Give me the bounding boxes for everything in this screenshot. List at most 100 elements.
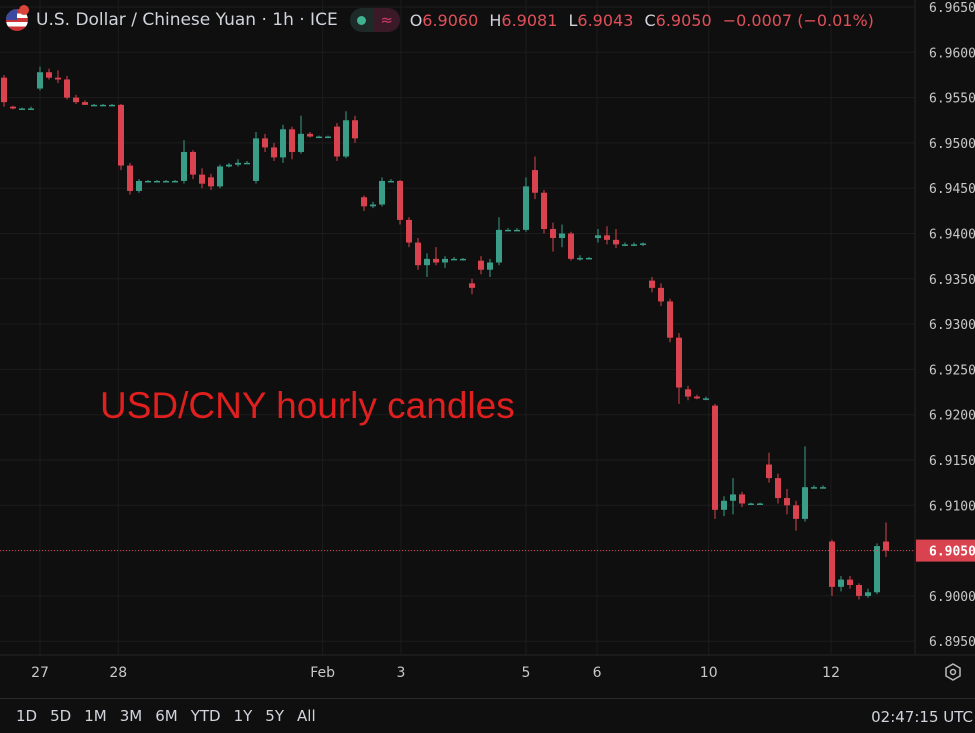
candle-body [523,186,529,230]
candle [613,228,619,248]
candle-body [235,162,241,165]
candle-body [505,229,511,232]
candle [55,70,61,84]
range-button-5y[interactable]: 5Y [265,707,285,725]
candle-body [397,180,403,220]
open-label: O [409,10,423,30]
symbol-title[interactable]: U.S. Dollar / Chinese Yuan · 1h · ICE [36,10,338,30]
candle-body [739,494,745,504]
time-tick-label: 12 [822,665,840,681]
candle [514,228,520,232]
candle [415,238,421,270]
time-axis[interactable]: 27 28 Feb 3 5 6 10 12 [31,665,840,681]
candle-body [451,258,457,261]
candle-body [622,244,628,246]
candle [469,278,475,295]
candle-body [703,398,709,400]
range-button-1d[interactable]: 1D [16,707,38,725]
candle [109,103,115,107]
candle-body [568,233,574,259]
candle [460,257,466,261]
range-button-6m[interactable]: 6M [155,707,178,725]
time-tick-label: 6 [593,665,602,681]
candle-body [469,283,475,288]
candle-body [415,242,421,266]
settings-gear-icon[interactable] [943,662,963,682]
candle [379,177,385,207]
candle-body [298,133,304,152]
candle [712,403,718,519]
candle-body [541,192,547,229]
candle-body [181,151,187,181]
close-value: 6.9050 [655,10,712,30]
range-button-3m[interactable]: 3M [119,707,143,725]
candle [721,496,727,517]
range-button-ytd[interactable]: YTD [190,707,221,725]
price-tick-label: 6.9100 [929,499,975,514]
candle-body [883,541,889,551]
candle [307,132,313,138]
candle-body [109,104,115,107]
candle [883,522,889,557]
candle-body [91,104,97,107]
price-tick-label: 6.9550 [929,92,975,107]
candle-body [730,494,736,501]
range-button-1m[interactable]: 1M [84,707,107,725]
candle [316,135,322,139]
candle [577,255,583,261]
candle [586,257,592,260]
candle [775,473,781,504]
candle [523,177,529,232]
range-button-all[interactable]: All [297,707,316,725]
candle [559,224,565,248]
utc-clock[interactable]: 02:47:15 UTC [871,708,973,726]
candle [451,257,457,261]
price-tick-label: 6.9250 [929,363,975,378]
price-chart[interactable]: 6.9650 6.9600 6.9550 6.9500 6.9450 6.9400 6.93… [0,0,975,698]
candle-body [55,77,61,80]
price-tick-label: 6.9150 [929,454,975,469]
candle-body [379,180,385,205]
range-buttons: 1D 5D 1M 3M 6M YTD 1Y 5Y All [16,707,316,725]
candle-body [64,79,70,98]
candle-body [325,136,331,139]
candle-body [271,147,277,158]
candle-body [595,235,601,239]
candle [37,66,43,91]
us-china-flag-icon [6,5,29,31]
candle [505,228,511,232]
candle [406,217,412,248]
candle [541,190,547,234]
candle [604,226,610,245]
candle-body [154,180,160,183]
candle-body [118,104,124,166]
price-tick-label: 6.9400 [929,228,975,243]
candle [640,242,646,247]
price-tick-label: 6.9350 [929,273,975,288]
candle-body [631,244,637,246]
candle-body [811,487,817,489]
candle-body [793,505,799,519]
candle [838,575,844,592]
candle-body [829,541,835,587]
status-pill[interactable]: ≈ [349,8,400,32]
time-tick-label: 28 [109,665,127,681]
candle [244,161,250,165]
candle [622,242,628,247]
candle-body [838,579,844,587]
candles [1,66,889,600]
candle-body [757,503,763,505]
candle [253,132,259,184]
candle-body [712,405,718,510]
candle-body [217,166,223,187]
price-axis[interactable]: 6.9650 6.9600 6.9550 6.9500 6.9450 6.9400 6.93… [916,1,975,650]
candle [667,298,673,343]
time-tick-label: 27 [31,665,49,681]
candle-body [352,120,358,139]
candle-body [442,258,448,263]
range-button-1y[interactable]: 1Y [233,707,253,725]
range-button-5d[interactable]: 5D [50,707,72,725]
candle [694,394,700,400]
candle-body [685,389,691,397]
candle [190,150,196,180]
